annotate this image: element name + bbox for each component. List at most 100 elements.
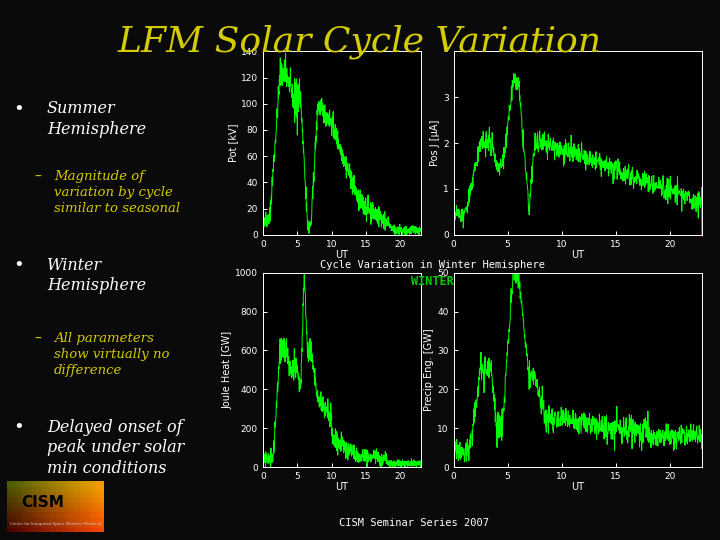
X-axis label: UT: UT bbox=[571, 482, 585, 492]
Bar bbox=[51, 486, 56, 491]
Bar bbox=[75, 527, 80, 532]
Bar bbox=[12, 481, 17, 486]
Bar bbox=[22, 491, 27, 496]
Bar bbox=[99, 496, 104, 501]
Bar bbox=[7, 507, 12, 511]
Bar bbox=[60, 481, 66, 486]
Bar bbox=[36, 507, 41, 511]
Bar bbox=[36, 496, 41, 501]
Bar bbox=[99, 481, 104, 486]
Bar bbox=[80, 527, 85, 532]
Bar bbox=[56, 511, 60, 516]
Bar bbox=[41, 491, 46, 496]
Bar bbox=[17, 491, 22, 496]
Bar bbox=[75, 522, 80, 527]
Bar bbox=[41, 481, 46, 486]
Bar bbox=[17, 496, 22, 501]
Bar bbox=[85, 516, 90, 522]
Text: •: • bbox=[13, 100, 24, 118]
Bar bbox=[51, 496, 56, 501]
Bar bbox=[80, 516, 85, 522]
Bar bbox=[90, 491, 95, 496]
Bar bbox=[12, 486, 17, 491]
Bar bbox=[99, 491, 104, 496]
Text: LFM Solar Cycle Variation: LFM Solar Cycle Variation bbox=[118, 24, 602, 59]
Bar bbox=[51, 522, 56, 527]
Text: •: • bbox=[13, 256, 24, 274]
Bar bbox=[7, 501, 12, 507]
Bar bbox=[75, 491, 80, 496]
Bar bbox=[66, 507, 71, 511]
Bar bbox=[27, 501, 32, 507]
Bar bbox=[7, 527, 12, 532]
Bar bbox=[95, 507, 99, 511]
Bar bbox=[46, 501, 51, 507]
Bar bbox=[22, 511, 27, 516]
Bar bbox=[95, 522, 99, 527]
Bar bbox=[99, 501, 104, 507]
Bar bbox=[41, 522, 46, 527]
Bar bbox=[56, 507, 60, 511]
Bar bbox=[17, 507, 22, 511]
Bar bbox=[32, 501, 36, 507]
Bar bbox=[56, 522, 60, 527]
X-axis label: UT: UT bbox=[336, 250, 348, 260]
Text: Winter
Hemisphere: Winter Hemisphere bbox=[47, 256, 146, 294]
Bar bbox=[7, 486, 12, 491]
Bar bbox=[71, 491, 76, 496]
Bar bbox=[41, 486, 46, 491]
Text: All parameters
show virtually no
difference: All parameters show virtually no differe… bbox=[54, 332, 169, 377]
Bar bbox=[80, 501, 85, 507]
Bar bbox=[46, 481, 51, 486]
Bar bbox=[36, 481, 41, 486]
Bar bbox=[56, 516, 60, 522]
Bar bbox=[41, 527, 46, 532]
Bar bbox=[85, 491, 90, 496]
Y-axis label: Joule Heat [GW]: Joule Heat [GW] bbox=[222, 331, 232, 409]
Bar bbox=[17, 516, 22, 522]
Bar bbox=[7, 496, 12, 501]
Bar bbox=[90, 522, 95, 527]
Bar bbox=[99, 507, 104, 511]
Bar bbox=[85, 486, 90, 491]
Bar bbox=[12, 527, 17, 532]
Bar bbox=[90, 481, 95, 486]
Text: –: – bbox=[35, 332, 42, 346]
Bar bbox=[90, 507, 95, 511]
Bar bbox=[7, 516, 12, 522]
Bar bbox=[32, 522, 36, 527]
Bar bbox=[60, 486, 66, 491]
Bar bbox=[90, 501, 95, 507]
Bar bbox=[41, 496, 46, 501]
Bar bbox=[66, 527, 71, 532]
Bar bbox=[32, 496, 36, 501]
Text: Delayed onset of
peak under solar
min conditions: Delayed onset of peak under solar min co… bbox=[47, 418, 184, 477]
Bar bbox=[66, 522, 71, 527]
Bar bbox=[85, 481, 90, 486]
Bar bbox=[95, 527, 99, 532]
Bar bbox=[22, 516, 27, 522]
Bar bbox=[71, 481, 76, 486]
Bar bbox=[75, 501, 80, 507]
Bar bbox=[22, 522, 27, 527]
Text: Summer
Hemisphere: Summer Hemisphere bbox=[47, 100, 146, 138]
X-axis label: UT: UT bbox=[336, 482, 348, 492]
Bar bbox=[32, 491, 36, 496]
Bar bbox=[95, 496, 99, 501]
Y-axis label: Pos J [μA]: Pos J [μA] bbox=[431, 120, 440, 166]
Bar bbox=[85, 527, 90, 532]
Bar bbox=[27, 527, 32, 532]
Bar bbox=[71, 522, 76, 527]
Bar bbox=[90, 496, 95, 501]
Bar bbox=[66, 501, 71, 507]
Bar bbox=[56, 491, 60, 496]
Bar bbox=[90, 527, 95, 532]
Bar bbox=[71, 501, 76, 507]
Bar bbox=[41, 501, 46, 507]
Bar bbox=[27, 507, 32, 511]
Bar bbox=[85, 501, 90, 507]
Bar bbox=[51, 527, 56, 532]
Bar bbox=[75, 507, 80, 511]
Bar bbox=[12, 496, 17, 501]
Y-axis label: Precip Eng. [GW]: Precip Eng. [GW] bbox=[425, 328, 434, 411]
